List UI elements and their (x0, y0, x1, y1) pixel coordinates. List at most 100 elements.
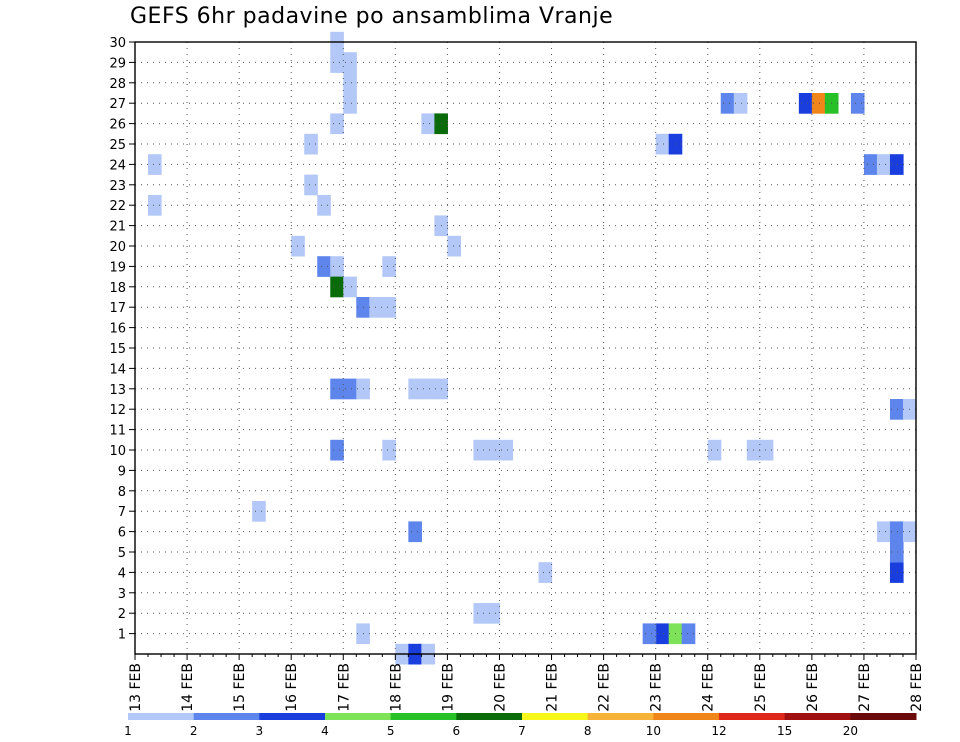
y-tick-label: 2 (118, 607, 126, 622)
colorbar-label: 2 (190, 724, 198, 738)
colorbar-swatch (719, 713, 786, 720)
data-cell (863, 154, 878, 175)
data-cell (811, 93, 826, 114)
data-cell (330, 113, 344, 135)
data-cell (876, 154, 891, 175)
data-cell (486, 603, 501, 624)
x-tick-label: 20 FEB (492, 663, 508, 712)
y-tick-label: 29 (109, 56, 126, 71)
colorbar-label: 8 (584, 724, 592, 738)
data-cell (343, 72, 357, 94)
x-tick-label: 19 FEB (440, 663, 456, 712)
data-cell (499, 439, 514, 461)
data-cell (707, 439, 722, 461)
data-cell (343, 378, 357, 400)
data-cell (382, 439, 396, 461)
data-cell (317, 195, 331, 216)
data-cell (330, 439, 344, 461)
data-cell (421, 113, 435, 135)
y-tick-label: 26 (109, 118, 126, 133)
y-tick-label: 7 (118, 505, 126, 520)
x-tick-label: 24 FEB (701, 663, 717, 712)
colorbar-swatch (259, 713, 326, 720)
colorbar-swatch (850, 713, 917, 720)
data-cell (421, 378, 435, 400)
data-cell (148, 195, 162, 216)
data-cell (369, 297, 383, 318)
x-tick-label: 18 FEB (388, 663, 404, 712)
y-tick-label: 20 (109, 240, 126, 255)
y-tick-label: 28 (109, 77, 126, 92)
data-cell (304, 174, 318, 196)
colorbar-swatch (587, 713, 654, 720)
y-tick-label: 19 (109, 260, 126, 275)
data-cell (330, 378, 344, 400)
data-cell (759, 439, 774, 461)
data-cell (655, 623, 670, 645)
y-tick-label: 18 (109, 281, 126, 296)
x-tick-label: 15 FEB (232, 663, 248, 712)
x-tick-label: 21 FEB (545, 663, 561, 712)
y-tick-label: 27 (109, 97, 126, 112)
x-tick-label: 22 FEB (597, 663, 613, 712)
colorbar-label: 3 (256, 724, 264, 738)
colorbar-swatch (193, 713, 260, 720)
data-cell (252, 501, 266, 522)
x-tick-label: 23 FEB (649, 663, 665, 712)
data-cell (382, 297, 396, 318)
y-tick-label: 11 (109, 424, 126, 439)
colorbar-label: 12 (711, 724, 726, 738)
y-tick-label: 12 (109, 403, 126, 418)
data-cell (889, 562, 904, 583)
data-cell (343, 276, 357, 298)
chart-title: GEFS 6hr padavine po ansamblima Vranje (130, 4, 614, 29)
data-cell (473, 439, 488, 461)
y-tick-label: 23 (109, 179, 126, 194)
data-cell (447, 235, 462, 257)
y-tick-label: 22 (109, 199, 126, 214)
colorbar-label: 1 (124, 724, 132, 738)
colorbar-label: 15 (777, 724, 792, 738)
x-tick-label: 17 FEB (336, 663, 352, 712)
y-tick-label: 13 (109, 383, 126, 398)
colorbar-label: 10 (646, 724, 661, 738)
y-tick-label: 21 (109, 220, 126, 235)
colorbar-swatch (128, 713, 195, 720)
data-cell (733, 93, 748, 114)
data-cell (486, 439, 501, 461)
data-cell (876, 521, 891, 543)
data-cell (889, 521, 904, 543)
y-tick-label: 9 (118, 464, 126, 479)
colorbar-swatch (390, 713, 457, 720)
y-tick-label: 6 (118, 526, 126, 541)
y-tick-label: 5 (118, 546, 126, 561)
x-tick-label: 26 FEB (805, 663, 821, 712)
data-cell (473, 603, 488, 624)
colorbar-label: 5 (387, 724, 395, 738)
data-cell (642, 623, 657, 645)
colorbar-label: 7 (518, 724, 526, 738)
x-tick-label: 25 FEB (753, 663, 769, 712)
data-cell (889, 154, 904, 175)
data-cell (330, 52, 344, 73)
colorbar-label: 4 (321, 724, 329, 738)
colorbar-swatch (325, 713, 392, 720)
colorbar-swatch (456, 713, 523, 720)
data-cell (408, 521, 422, 543)
y-tick-label: 16 (109, 322, 126, 337)
x-tick-label: 14 FEB (180, 663, 196, 712)
data-cell (317, 256, 331, 277)
data-cell (408, 378, 422, 400)
colorbar-label: 6 (453, 724, 461, 738)
data-cell (148, 154, 162, 175)
data-cell (538, 562, 553, 583)
data-cell (382, 256, 396, 277)
y-tick-label: 30 (109, 36, 126, 51)
data-cell (889, 541, 904, 563)
colorbar-label: 20 (843, 724, 858, 738)
data-cell (798, 93, 813, 114)
data-cell (655, 133, 670, 155)
data-cell (343, 93, 357, 114)
data-cell (681, 623, 696, 645)
